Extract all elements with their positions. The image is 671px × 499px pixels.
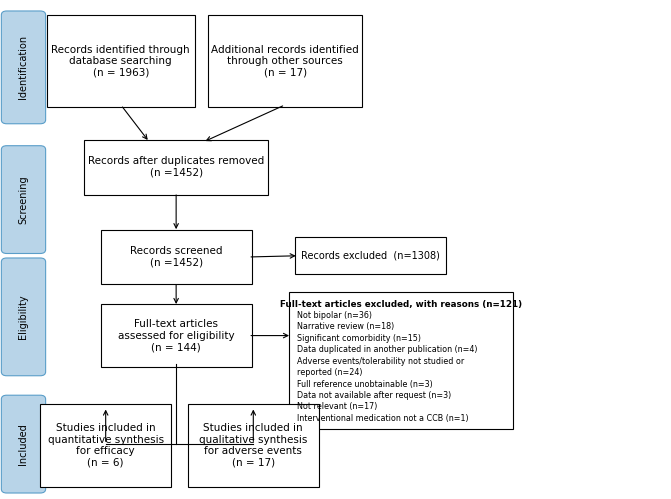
- Text: Identification: Identification: [19, 35, 28, 99]
- Text: Records identified through
database searching
(n = 1963): Records identified through database sear…: [52, 44, 190, 78]
- Text: Screening: Screening: [19, 175, 28, 224]
- Text: Additional records identified
through other sources
(n = 17): Additional records identified through ot…: [211, 44, 359, 78]
- Text: Not bipolar (n=36)
Narrative review (n=18)
Significant comorbidity (n=15)
Data d: Not bipolar (n=36) Narrative review (n=1…: [297, 311, 477, 423]
- FancyBboxPatch shape: [1, 395, 46, 493]
- Text: Full-text articles
assessed for eligibility
(n = 144): Full-text articles assessed for eligibil…: [118, 319, 234, 352]
- FancyBboxPatch shape: [84, 140, 268, 195]
- FancyBboxPatch shape: [295, 237, 446, 274]
- Text: Included: Included: [19, 423, 28, 465]
- Text: Studies included in
qualitative synthesis
for adverse events
(n = 17): Studies included in qualitative synthesi…: [199, 423, 307, 468]
- FancyBboxPatch shape: [1, 11, 46, 124]
- FancyBboxPatch shape: [1, 146, 46, 253]
- FancyBboxPatch shape: [101, 304, 252, 367]
- Text: Eligibility: Eligibility: [19, 294, 28, 339]
- Text: Records excluded  (n=1308): Records excluded (n=1308): [301, 250, 440, 261]
- Text: Studies included in
quantitative synthesis
for efficacy
(n = 6): Studies included in quantitative synthes…: [48, 423, 164, 468]
- FancyBboxPatch shape: [188, 404, 319, 487]
- Text: Records screened
(n =1452): Records screened (n =1452): [130, 246, 222, 268]
- FancyBboxPatch shape: [1, 258, 46, 376]
- Text: Records after duplicates removed
(n =1452): Records after duplicates removed (n =145…: [88, 156, 264, 178]
- FancyBboxPatch shape: [47, 15, 195, 107]
- Text: Full-text articles excluded, with reasons (n=121): Full-text articles excluded, with reason…: [280, 300, 522, 309]
- FancyBboxPatch shape: [101, 230, 252, 284]
- FancyBboxPatch shape: [40, 404, 171, 487]
- FancyBboxPatch shape: [289, 292, 513, 429]
- FancyBboxPatch shape: [208, 15, 362, 107]
